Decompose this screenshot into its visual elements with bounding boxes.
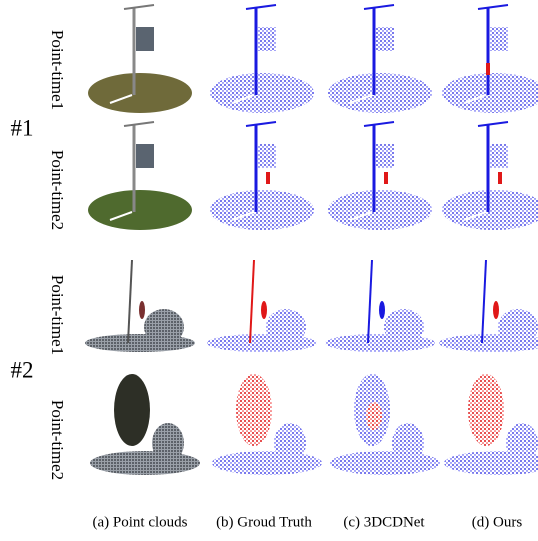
structure xyxy=(144,309,184,345)
sign xyxy=(376,144,394,168)
pole xyxy=(482,260,486,343)
pole-arm xyxy=(124,5,154,9)
column-caption: (c) 3DCDNet xyxy=(343,514,425,530)
sign xyxy=(136,27,154,51)
sign xyxy=(258,27,276,51)
figure: #1 #2 Point-time1 Point-time2 Point-time… xyxy=(0,0,538,541)
change xyxy=(498,172,502,184)
pole xyxy=(368,260,372,343)
column-caption: (b) Groud Truth xyxy=(216,514,312,530)
structure xyxy=(152,423,184,463)
tree xyxy=(236,374,272,446)
sign xyxy=(376,27,394,51)
pole xyxy=(250,260,254,343)
group-label: #1 xyxy=(11,115,34,140)
change xyxy=(384,172,388,184)
ground xyxy=(328,73,432,113)
structure xyxy=(274,423,306,463)
group-label: #2 xyxy=(11,357,34,382)
ground xyxy=(90,451,200,475)
ground xyxy=(88,190,192,230)
structure xyxy=(498,309,538,345)
ground xyxy=(88,73,192,113)
change xyxy=(486,63,490,75)
pole-arm xyxy=(364,5,394,9)
ground xyxy=(442,73,538,113)
ground xyxy=(212,451,322,475)
column-caption: (a) Point clouds xyxy=(93,514,188,530)
panels xyxy=(85,5,538,475)
tree xyxy=(468,374,504,446)
pole-arm xyxy=(246,122,276,126)
structure xyxy=(392,423,424,463)
ground xyxy=(330,451,440,475)
sign xyxy=(258,144,276,168)
ground xyxy=(210,190,314,230)
column-caption: (d) Ours xyxy=(472,514,523,530)
pole-arm xyxy=(478,5,508,9)
sign xyxy=(136,144,154,168)
object xyxy=(493,301,499,319)
structure xyxy=(384,309,424,345)
ground xyxy=(442,190,538,230)
row-label: Point-time1 xyxy=(48,275,67,355)
structure xyxy=(266,309,306,345)
pole xyxy=(128,260,132,343)
row-label: Point-time1 xyxy=(48,30,67,110)
object xyxy=(379,301,385,319)
change xyxy=(366,402,382,430)
ground xyxy=(210,73,314,113)
sign xyxy=(490,144,508,168)
pole-arm xyxy=(124,122,154,126)
object xyxy=(261,301,267,319)
row-label: Point-time2 xyxy=(48,150,67,230)
change xyxy=(266,172,270,184)
pole-arm xyxy=(478,122,508,126)
row-label: Point-time2 xyxy=(48,400,67,480)
pole-arm xyxy=(246,5,276,9)
object xyxy=(139,301,145,319)
ground xyxy=(328,190,432,230)
structure xyxy=(506,423,538,463)
tree xyxy=(114,374,150,446)
sign xyxy=(490,27,508,51)
pole-arm xyxy=(364,122,394,126)
